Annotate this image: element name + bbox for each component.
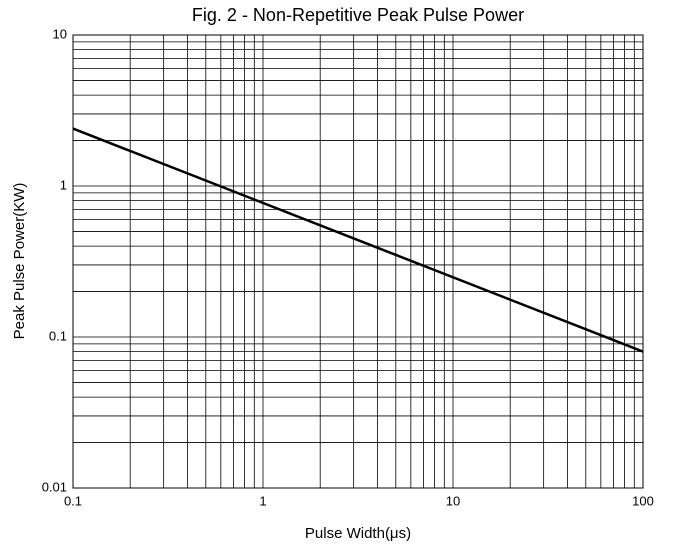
y-tick-label: 10 — [53, 26, 67, 41]
y-tick-label: 0.01 — [42, 479, 67, 494]
x-tick-label: 0.1 — [64, 493, 82, 508]
chart-title: Fig. 2 - Non-Repetitive Peak Pulse Power — [192, 5, 524, 25]
y-tick-label: 1 — [60, 177, 67, 192]
x-axis-label: Pulse Width(μs) — [305, 525, 411, 542]
x-tick-label: 1 — [259, 493, 266, 508]
plot-frame — [72, 34, 644, 489]
y-axis-label: Peak Pulse Power(KW) — [11, 183, 28, 340]
x-tick-label: 100 — [632, 493, 654, 508]
data-line — [72, 127, 644, 353]
x-tick-label: 10 — [446, 493, 460, 508]
y-tick-label: 0.1 — [49, 328, 67, 343]
